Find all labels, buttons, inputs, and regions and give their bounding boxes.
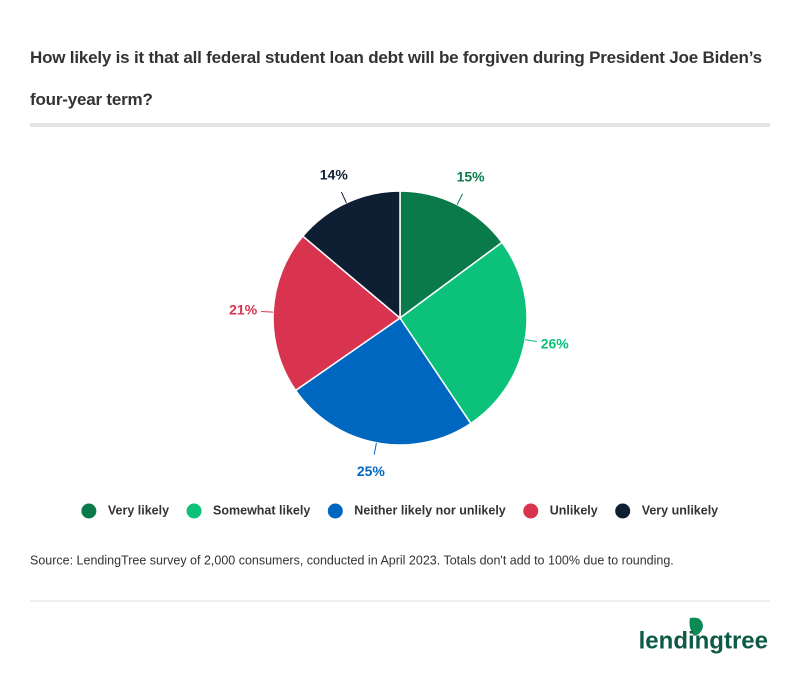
pie-slice (399, 190, 504, 320)
pie-slice (294, 316, 472, 446)
legend-swatch (523, 503, 539, 519)
legend-label: Very likely (108, 503, 169, 517)
value-label: 21% (229, 301, 258, 317)
pie-slice (398, 241, 528, 425)
value-label: 14% (320, 166, 349, 182)
leader-line (525, 339, 538, 343)
value-label: 26% (541, 335, 570, 351)
leader-line (261, 311, 274, 313)
leader-line (340, 191, 347, 204)
legend-swatch (615, 503, 631, 519)
legend-label: Very unlikely (642, 503, 718, 517)
legend-label: Neither likely nor unlikely (354, 503, 505, 517)
pie-slice (272, 235, 402, 392)
leader-line (456, 193, 463, 205)
legend: Very likely Somewhat likely Neither likely… (81, 503, 718, 519)
value-label: 25% (357, 463, 386, 479)
source: Source: LendingTree survey of 2,000 cons… (30, 553, 674, 567)
value-label: 15% (457, 168, 486, 184)
logo-leaf (689, 617, 703, 636)
leader-line (373, 442, 377, 455)
legend-label: Unlikely (550, 503, 598, 517)
chart-title: How likely is it that all federal studen… (30, 48, 762, 109)
title-rule (30, 123, 770, 127)
legend-swatch (327, 503, 343, 519)
pie-slice (301, 190, 401, 320)
legend-swatch (81, 503, 97, 519)
legend-swatch (186, 503, 202, 519)
logo: lendingtree (639, 627, 768, 654)
legend-label: Somewhat likely (213, 503, 310, 517)
